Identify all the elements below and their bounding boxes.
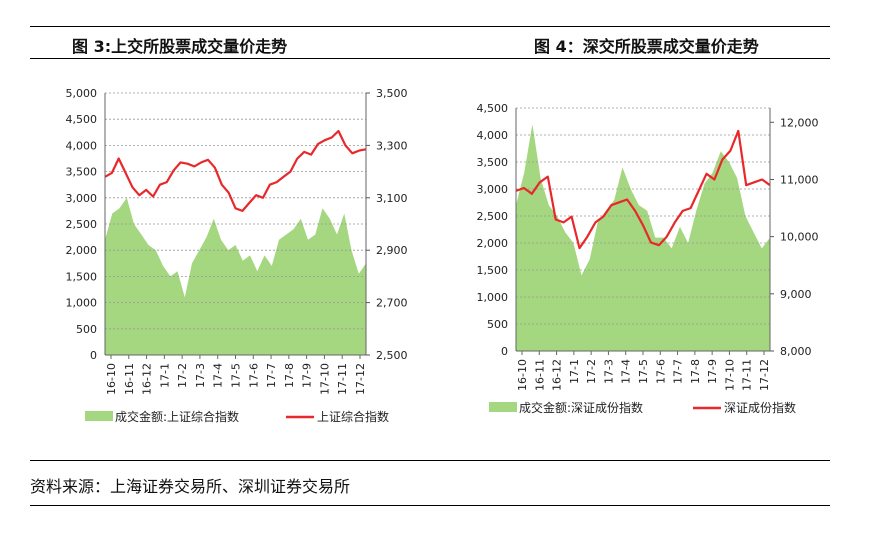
y-left-tick-label: 5,000 — [66, 87, 98, 100]
y-right-tick-label: 10,000 — [780, 231, 819, 244]
y-left-tick-label: 0 — [501, 345, 508, 358]
x-tick-label: 17-3 — [602, 359, 615, 384]
x-tick-label: 16-12 — [551, 359, 564, 391]
y-left-tick-label: 500 — [487, 318, 508, 331]
y-right-tick-label: 8,000 — [780, 345, 812, 358]
figure-3-heading: 图 3:上交所股票成交量价走势 — [72, 37, 288, 56]
y-right-tick-label: 2,900 — [376, 244, 408, 257]
y-right-tick-label: 2,700 — [376, 297, 408, 310]
x-tick-label: 17-9 — [706, 359, 719, 384]
x-tick-label: 17-5 — [637, 359, 650, 384]
y-right-tick-label: 3,500 — [376, 87, 408, 100]
x-tick-label: 16-10 — [516, 359, 529, 391]
x-tick-label: 17-2 — [585, 359, 598, 384]
source-rule-bottom — [30, 505, 830, 506]
index-line-series — [515, 129, 771, 250]
y-left-tick-label: 4,500 — [66, 113, 98, 126]
index-line-series — [104, 129, 367, 212]
chart-shenzhen: 0 500 1,000 1,500 2,000 2,500 3,000 3,500 4,000 4… — [477, 102, 819, 415]
source-rule-top — [30, 460, 830, 461]
y-left-tick-label: 500 — [76, 323, 97, 336]
x-tick-label: 17-6 — [654, 359, 667, 384]
chart-shanghai: 0 500 1,000 1,500 2,000 2,500 3,000 3,500 4,000 4… — [66, 87, 408, 424]
x-tick-label: 16-11 — [533, 359, 546, 391]
x-tick-label: 17-5 — [230, 363, 243, 388]
y-left-tick-label: 4,000 — [477, 129, 509, 142]
volume-area-series — [516, 124, 770, 351]
top-rule — [30, 26, 830, 27]
x-tick-label: 17-1 — [568, 359, 581, 384]
y-left-tick-label: 4,000 — [66, 139, 98, 152]
y-right-tick-label: 12,000 — [780, 116, 819, 129]
y-right-tick-label: 2,500 — [376, 349, 408, 362]
y-left-tick-label: 1,500 — [477, 264, 509, 277]
source-note: 资料来源：上海证券交易所、深圳证券交易所 — [30, 477, 351, 496]
y-right-tick-label: 3,300 — [376, 139, 408, 152]
y-left-tick-label: 2,500 — [477, 210, 509, 223]
x-tick-label: 17-2 — [176, 363, 189, 388]
legend-area-label: 成交金额:深证成份指数 — [519, 400, 643, 415]
x-tick-label: 17-8 — [283, 363, 296, 388]
y-left-tick-label: 1,500 — [66, 270, 98, 283]
y-left-tick-label: 1,000 — [477, 291, 509, 304]
x-tick-label: 17-4 — [212, 363, 225, 388]
y-left-tick-label: 3,000 — [477, 183, 509, 196]
x-tick-label: 17-10 — [723, 359, 736, 391]
x-tick-label: 17-3 — [194, 363, 207, 388]
x-tick-label: 17-7 — [672, 359, 685, 384]
figure-4-heading: 图 4：深交所股票成交量价走势 — [534, 37, 759, 56]
y-left-tick-label: 4,500 — [477, 102, 509, 115]
y-left-tick-label: 3,500 — [477, 156, 509, 169]
legend-line-label: 上证综合指数 — [317, 409, 389, 424]
y-right-tick-label: 11,000 — [780, 173, 819, 186]
y-right-tick-label: 9,000 — [780, 288, 812, 301]
x-tick-label: 17-6 — [247, 363, 260, 388]
x-tick-label: 17-11 — [741, 359, 754, 391]
y-left-tick-label: 3,500 — [66, 166, 98, 179]
y-left-tick-label: 2,500 — [66, 218, 98, 231]
y-left-tick-label: 2,000 — [66, 244, 98, 257]
y-right-tick-label: 3,100 — [376, 192, 408, 205]
x-tick-label: 17-1 — [158, 363, 171, 388]
x-tick-label: 17-8 — [689, 359, 702, 384]
x-tick-label: 16-12 — [141, 363, 154, 395]
volume-area-series — [105, 197, 366, 355]
header-rule — [30, 58, 830, 59]
y-left-tick-label: 1,000 — [66, 297, 98, 310]
x-tick-label: 16-11 — [123, 363, 136, 395]
x-tick-label: 17-4 — [620, 359, 633, 384]
legend-line-label: 深证成份指数 — [724, 400, 796, 415]
legend-area-label: 成交金额:上证综合指数 — [115, 409, 239, 424]
x-tick-label: 16-10 — [105, 363, 118, 395]
x-tick-label: 17-12 — [354, 363, 367, 395]
y-left-tick-label: 3,000 — [66, 192, 98, 205]
x-tick-label: 17-9 — [301, 363, 314, 388]
x-tick-label: 17-12 — [758, 359, 771, 391]
y-left-tick-label: 0 — [90, 349, 97, 362]
x-tick-label: 17-10 — [318, 363, 331, 395]
legend-area-swatch — [85, 411, 113, 421]
x-tick-label: 17-7 — [265, 363, 278, 388]
x-tick-label: 17-11 — [336, 363, 349, 395]
y-left-tick-label: 2,000 — [477, 237, 509, 250]
legend-area-swatch — [489, 402, 517, 412]
